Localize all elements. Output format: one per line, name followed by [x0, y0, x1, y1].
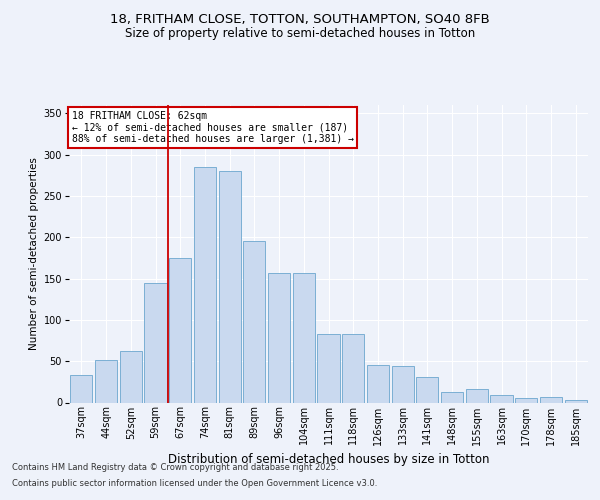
Bar — [540, 396, 562, 402]
Bar — [119, 352, 142, 403]
Bar — [466, 390, 488, 402]
Bar — [169, 258, 191, 402]
Bar — [342, 334, 364, 402]
Text: Contains HM Land Registry data © Crown copyright and database right 2025.: Contains HM Land Registry data © Crown c… — [12, 464, 338, 472]
Bar — [416, 377, 439, 402]
Bar — [95, 360, 117, 403]
Text: Size of property relative to semi-detached houses in Totton: Size of property relative to semi-detach… — [125, 28, 475, 40]
Text: 18, FRITHAM CLOSE, TOTTON, SOUTHAMPTON, SO40 8FB: 18, FRITHAM CLOSE, TOTTON, SOUTHAMPTON, … — [110, 12, 490, 26]
Bar — [392, 366, 414, 403]
Bar — [145, 282, 167, 403]
Text: 18 FRITHAM CLOSE: 62sqm
← 12% of semi-detached houses are smaller (187)
88% of s: 18 FRITHAM CLOSE: 62sqm ← 12% of semi-de… — [71, 111, 353, 144]
Bar — [515, 398, 538, 402]
Bar — [367, 366, 389, 403]
X-axis label: Distribution of semi-detached houses by size in Totton: Distribution of semi-detached houses by … — [168, 453, 489, 466]
Bar — [565, 400, 587, 402]
Bar — [243, 242, 265, 402]
Bar — [70, 375, 92, 402]
Bar — [441, 392, 463, 402]
Y-axis label: Number of semi-detached properties: Number of semi-detached properties — [29, 158, 39, 350]
Bar — [218, 171, 241, 402]
Text: Contains public sector information licensed under the Open Government Licence v3: Contains public sector information licen… — [12, 478, 377, 488]
Bar — [268, 273, 290, 402]
Bar — [194, 167, 216, 402]
Bar — [490, 395, 512, 402]
Bar — [317, 334, 340, 402]
Bar — [293, 273, 315, 402]
